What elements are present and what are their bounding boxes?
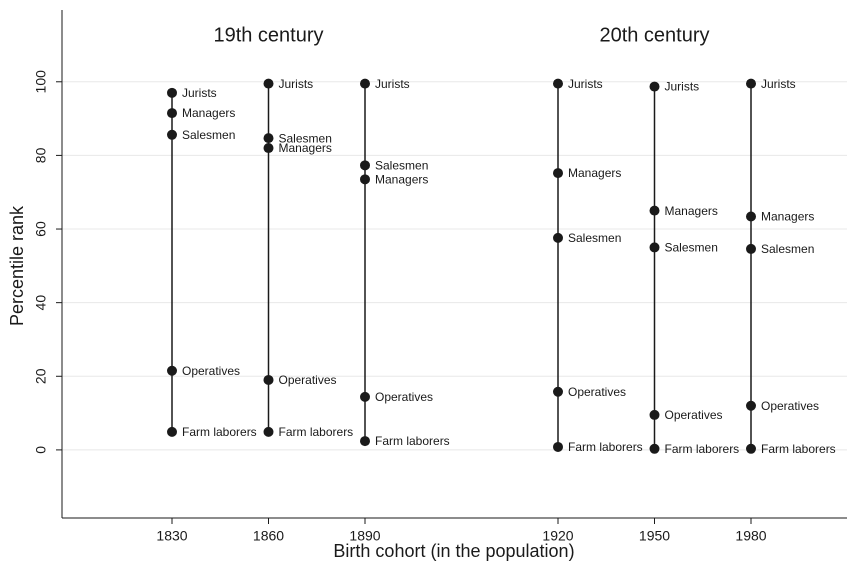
point-label: Operatives bbox=[665, 408, 723, 422]
y-tick-label: 60 bbox=[33, 221, 49, 237]
point-label: Salesmen bbox=[568, 231, 621, 245]
dot bbox=[263, 426, 274, 437]
point-label: Salesmen bbox=[279, 131, 332, 145]
point-label: Salesmen bbox=[375, 159, 428, 173]
dot bbox=[167, 129, 177, 140]
y-tick-label: 20 bbox=[33, 368, 49, 384]
point-label: Managers bbox=[375, 173, 428, 187]
point-label: Jurists bbox=[761, 77, 796, 91]
point-label: Jurists bbox=[375, 77, 410, 91]
point-label: Farm laborers bbox=[761, 442, 836, 456]
x-tick-label: 1980 bbox=[735, 528, 766, 544]
point-label: Operatives bbox=[761, 399, 819, 413]
x-tick-label: 1920 bbox=[542, 528, 573, 544]
dot bbox=[649, 81, 660, 92]
point-label: Operatives bbox=[279, 373, 337, 387]
x-tick-label: 1890 bbox=[349, 528, 380, 544]
y-tick-label: 80 bbox=[33, 147, 49, 163]
dot bbox=[553, 441, 563, 452]
dot bbox=[263, 78, 274, 89]
dot bbox=[746, 243, 756, 254]
point-label: Jurists bbox=[568, 77, 603, 91]
point-label: Managers bbox=[279, 141, 332, 155]
dot bbox=[649, 409, 660, 420]
y-tick-label: 100 bbox=[33, 70, 49, 94]
x-axis-title: Birth cohort (in the population) bbox=[333, 541, 574, 561]
point-label: Farm laborers bbox=[375, 434, 450, 448]
point-label: Salesmen bbox=[665, 241, 718, 255]
dot bbox=[649, 242, 660, 253]
dot bbox=[649, 443, 660, 454]
annotation: 20th century bbox=[599, 24, 709, 46]
dot bbox=[360, 160, 370, 171]
point-label: Operatives bbox=[568, 385, 626, 399]
point-label: Jurists bbox=[279, 77, 314, 91]
point-label: Jurists bbox=[665, 80, 700, 94]
dot bbox=[553, 168, 563, 179]
dot bbox=[263, 133, 274, 144]
dot bbox=[360, 174, 370, 185]
dot bbox=[649, 205, 660, 216]
dot bbox=[553, 78, 563, 89]
dot bbox=[167, 365, 177, 376]
point-label: Operatives bbox=[375, 390, 433, 404]
point-label: Farm laborers bbox=[665, 442, 740, 456]
x-tick-label: 1830 bbox=[156, 528, 187, 544]
point-label: Salesmen bbox=[182, 128, 235, 142]
dot bbox=[553, 386, 563, 397]
dot bbox=[263, 143, 274, 154]
y-tick-label: 40 bbox=[33, 295, 49, 311]
dot bbox=[263, 374, 274, 385]
x-tick-label: 1950 bbox=[639, 528, 670, 544]
dot bbox=[360, 391, 370, 402]
point-label: Farm laborers bbox=[279, 425, 354, 439]
point-label: Salesmen bbox=[761, 242, 814, 256]
annotation: 19th century bbox=[213, 24, 323, 46]
point-label: Farm laborers bbox=[182, 425, 257, 439]
dot bbox=[167, 108, 177, 119]
point-label: Farm laborers bbox=[568, 440, 643, 454]
dot bbox=[746, 211, 756, 222]
point-label: Managers bbox=[761, 210, 814, 224]
point-label: Managers bbox=[665, 204, 718, 218]
point-label: Managers bbox=[182, 106, 235, 120]
x-tick-label: 1860 bbox=[253, 528, 284, 544]
dot bbox=[746, 443, 756, 454]
point-label: Operatives bbox=[182, 364, 240, 378]
dot bbox=[360, 436, 370, 447]
point-label: Jurists bbox=[182, 86, 217, 100]
dot bbox=[553, 232, 563, 243]
dot bbox=[360, 78, 370, 89]
dot bbox=[167, 426, 177, 437]
y-tick-label: 0 bbox=[33, 446, 49, 454]
dot bbox=[746, 400, 756, 411]
point-label: Managers bbox=[568, 166, 621, 180]
dot bbox=[746, 78, 756, 89]
dot bbox=[167, 87, 177, 98]
y-axis-title: Percentile rank bbox=[7, 205, 27, 326]
